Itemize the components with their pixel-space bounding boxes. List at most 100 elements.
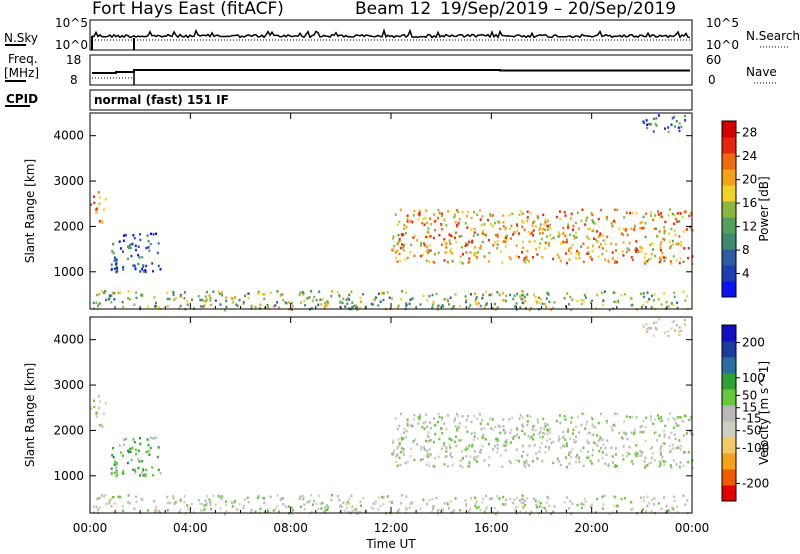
data-pixel	[456, 429, 459, 433]
data-pixel	[630, 227, 633, 230]
data-pixel	[633, 224, 636, 228]
data-pixel	[201, 298, 204, 302]
data-pixel	[673, 418, 676, 421]
data-pixel	[90, 407, 93, 410]
data-pixel	[691, 229, 694, 232]
data-pixel	[646, 495, 649, 498]
data-pixel	[362, 497, 365, 500]
data-pixel	[555, 419, 558, 423]
data-pixel	[324, 505, 327, 509]
data-pixel	[272, 305, 275, 308]
data-pixel	[475, 298, 477, 301]
data-pixel	[516, 429, 519, 432]
data-pixel	[512, 437, 515, 440]
data-pixel	[116, 267, 118, 270]
data-pixel	[601, 252, 604, 256]
data-pixel	[675, 447, 678, 450]
data-pixel	[640, 250, 643, 253]
data-pixel	[411, 501, 414, 504]
data-pixel	[650, 306, 653, 309]
data-pixel	[502, 418, 505, 421]
data-pixel	[618, 227, 621, 231]
data-pixel	[577, 211, 579, 215]
data-pixel	[261, 292, 264, 296]
data-pixel	[406, 214, 409, 217]
data-pixel	[109, 498, 112, 501]
data-pixel	[464, 222, 467, 225]
data-pixel	[588, 227, 591, 231]
data-pixel	[523, 228, 526, 232]
data-pixel	[269, 291, 272, 294]
data-pixel	[488, 497, 491, 501]
data-pixel	[449, 296, 452, 299]
data-pixel	[605, 421, 608, 425]
data-pixel	[461, 210, 464, 214]
data-pixel	[559, 463, 562, 467]
data-pixel	[202, 305, 205, 308]
data-pixel	[515, 448, 518, 451]
data-pixel	[487, 238, 490, 242]
data-pixel	[445, 251, 448, 254]
data-pixel	[336, 290, 339, 294]
data-pixel	[567, 249, 570, 252]
data-pixel	[614, 464, 617, 467]
data-pixel	[396, 427, 399, 431]
data-pixel	[488, 293, 491, 297]
data-pixel	[98, 424, 101, 427]
data-pixel	[302, 497, 305, 501]
data-pixel	[558, 414, 561, 417]
data-pixel	[323, 510, 326, 513]
data-pixel	[354, 508, 357, 511]
data-pixel	[518, 499, 521, 502]
data-pixel	[601, 303, 604, 306]
data-pixel	[157, 242, 160, 245]
data-pixel	[569, 233, 571, 237]
data-pixel	[231, 301, 234, 304]
data-pixel	[440, 223, 443, 227]
data-pixel	[101, 221, 104, 224]
data-pixel	[549, 437, 552, 441]
data-pixel	[613, 300, 616, 304]
data-pixel	[279, 294, 282, 298]
data-pixel	[610, 222, 613, 225]
data-pixel	[538, 296, 541, 300]
data-pixel	[499, 227, 502, 231]
data-pixel	[654, 418, 657, 421]
x-tick-label: 00:00	[675, 521, 710, 535]
data-pixel	[493, 241, 496, 244]
data-pixel	[555, 215, 558, 219]
data-pixel	[646, 291, 649, 294]
data-pixel	[304, 508, 307, 511]
data-pixel	[118, 444, 121, 447]
data-pixel	[469, 508, 472, 511]
data-pixel	[679, 461, 682, 464]
data-pixel	[104, 198, 107, 201]
power-x-axis	[89, 113, 693, 309]
data-pixel	[377, 496, 380, 499]
data-pixel	[496, 451, 499, 454]
data-pixel	[602, 443, 605, 446]
noise-tick-left-bottom: 10^0	[55, 38, 88, 52]
data-pixel	[491, 511, 494, 514]
data-pixel	[548, 445, 551, 449]
data-pixel	[594, 238, 597, 241]
data-pixel	[675, 243, 678, 246]
data-pixel	[208, 294, 211, 297]
data-pixel	[489, 214, 492, 218]
data-pixel	[592, 229, 595, 232]
data-pixel	[685, 432, 688, 435]
data-pixel	[653, 254, 656, 258]
data-pixel	[359, 296, 362, 300]
colorbar-segment	[722, 137, 736, 154]
data-pixel	[414, 438, 417, 442]
data-pixel	[613, 219, 616, 223]
data-pixel	[630, 500, 633, 504]
data-pixel	[441, 416, 444, 420]
data-pixel	[468, 240, 471, 244]
data-pixel	[470, 420, 473, 424]
data-pixel	[110, 268, 113, 272]
data-pixel	[628, 446, 631, 449]
data-pixel	[292, 305, 294, 308]
data-pixel	[567, 430, 569, 433]
data-pixel	[564, 456, 567, 459]
